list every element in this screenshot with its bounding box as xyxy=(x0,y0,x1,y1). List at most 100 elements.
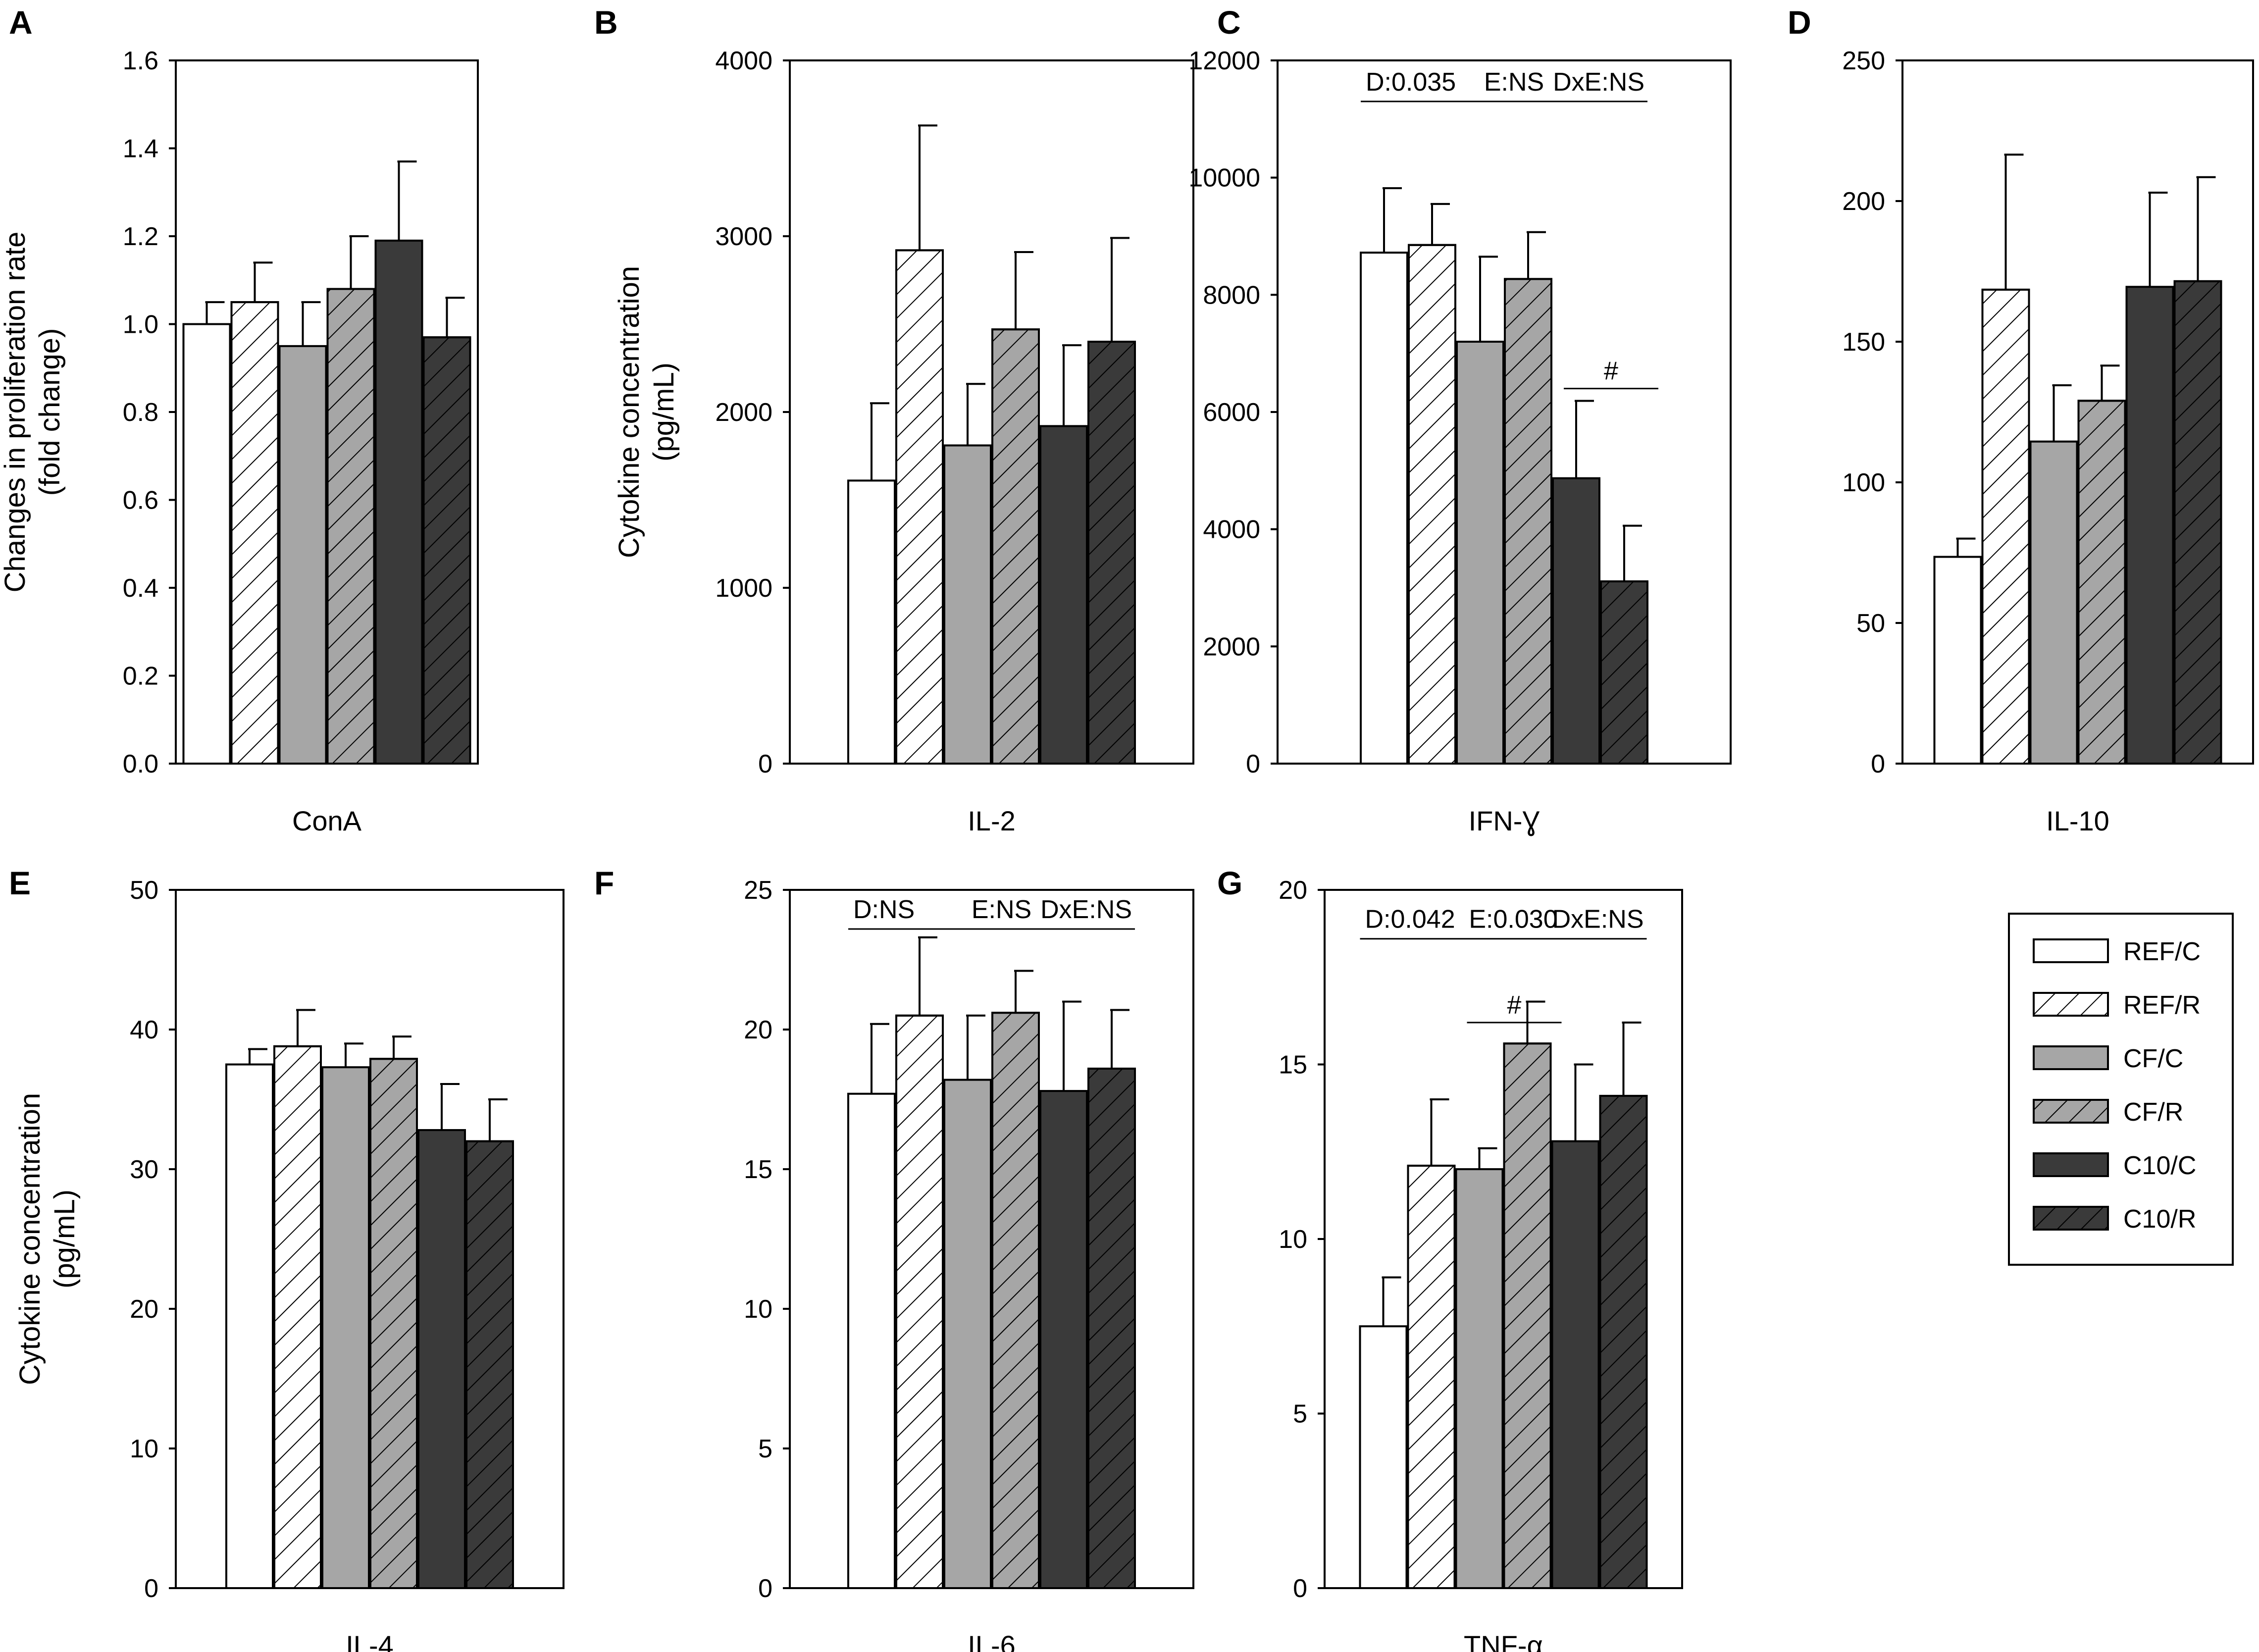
bar-hatch xyxy=(991,328,1040,765)
y-tick-label: 15 xyxy=(744,1155,772,1184)
bar-hatch xyxy=(1503,1042,1552,1589)
y-tick-label: 1.6 xyxy=(123,47,158,75)
bar-cf-c xyxy=(2029,440,2078,765)
plot-frame xyxy=(1324,889,1683,1589)
significance-mark: # xyxy=(1604,357,1618,386)
bar-cf-c xyxy=(278,345,327,765)
legend-swatch xyxy=(2033,1152,2109,1177)
bar-hatch xyxy=(1087,341,1136,765)
bar-hatch xyxy=(273,1045,322,1590)
y-tick-label: 0.0 xyxy=(123,750,158,778)
bar-ref-c xyxy=(182,323,231,765)
panel-b: B 0 1000 2000 3000 4000 Cytokine concentration… xyxy=(594,4,1194,836)
legend-swatch-hatch xyxy=(2033,992,2109,1017)
stats-text: D:NS xyxy=(853,895,915,924)
panel-e: E 0 10 20 30 40 50 Cytokine concentration(pg/mL… xyxy=(9,865,565,1652)
y-tick-label: 10000 xyxy=(1188,164,1260,193)
bar-c10-c xyxy=(1551,1140,1600,1590)
plot-frame xyxy=(789,59,1194,765)
y-tick-label: 1.4 xyxy=(123,135,158,163)
y-tick-label: 200 xyxy=(1842,187,1885,216)
bar-hatch xyxy=(1407,1164,1456,1589)
plot-frame xyxy=(1277,59,1732,765)
y-axis-label: Changes in proliferation rate(fold chang… xyxy=(0,232,66,593)
y-tick-label: 100 xyxy=(1842,468,1885,497)
stats-text: D:0.042 xyxy=(1365,905,1455,934)
y-tick-label: 6000 xyxy=(1203,398,1260,427)
y-tick-label: 10 xyxy=(744,1295,772,1324)
stats-text: DxE:NS xyxy=(1553,68,1644,97)
y-tick-label: 1.2 xyxy=(123,222,158,251)
y-tick-label: 50 xyxy=(130,876,158,905)
stats-text: DxE:NS xyxy=(1040,895,1132,924)
y-tick-label: 40 xyxy=(130,1016,158,1044)
y-tick-label: 1000 xyxy=(715,574,772,603)
legend-label: CF/C xyxy=(2123,1044,2183,1073)
panel-label: E xyxy=(9,865,31,901)
bar-hatch xyxy=(2077,400,2126,765)
panel-label: C xyxy=(1217,4,1241,41)
y-tick-label: 12000 xyxy=(1188,47,1260,75)
y-axis-label: Cytokine concentration(pg/mL) xyxy=(613,266,680,558)
legend-label: REF/R xyxy=(2123,991,2201,1020)
panel-label: A xyxy=(9,4,33,41)
bar-cf-c xyxy=(1455,1168,1504,1589)
y-tick-label: 10 xyxy=(130,1435,158,1463)
bar-hatch xyxy=(465,1140,514,1590)
y-tick-label: 15 xyxy=(1279,1051,1307,1080)
stats-text: E:NS xyxy=(972,895,1031,924)
plot-frame xyxy=(175,59,479,765)
panel-label: F xyxy=(594,865,614,901)
plot-frame xyxy=(789,889,1194,1589)
y-tick-label: 0.4 xyxy=(123,574,158,603)
panel-a: A 0.0 0.2 0.4 0.6 0.8 1.0 1.2 1.4 1.6 Changes in p… xyxy=(0,4,479,836)
y-tick-label: 30 xyxy=(130,1155,158,1184)
bar-hatch xyxy=(2173,280,2222,765)
y-tick-label: 5 xyxy=(1293,1400,1307,1429)
y-tick-label: 150 xyxy=(1842,328,1885,357)
y-tick-label: 0 xyxy=(144,1574,158,1603)
bar-c10-c xyxy=(374,239,423,765)
x-category-label: TNF-α xyxy=(1464,1630,1543,1652)
y-tick-label: 2000 xyxy=(1203,632,1260,661)
y-tick-label: 2000 xyxy=(715,398,772,427)
bar-ref-c xyxy=(847,479,896,765)
legend-label: C10/R xyxy=(2123,1205,2196,1234)
y-tick-label: 1.0 xyxy=(123,310,158,339)
x-category-label: IL-10 xyxy=(2046,805,2109,836)
panel-label: B xyxy=(594,4,618,41)
y-tick-label: 20 xyxy=(744,1016,772,1044)
bar-ref-c xyxy=(225,1063,274,1589)
y-tick-label: 0.8 xyxy=(123,398,158,427)
y-tick-label: 10 xyxy=(1279,1225,1307,1254)
bar-hatch xyxy=(230,301,279,765)
x-category-label: IL-4 xyxy=(346,1630,394,1652)
panel-label: G xyxy=(1217,865,1242,901)
panel-f: F 0 5 10 15 20 25 D:NS E:NS DxE:NS IL-6 xyxy=(594,865,1194,1652)
y-tick-label: 25 xyxy=(744,876,772,905)
x-category-label: IL-6 xyxy=(968,1630,1016,1652)
bar-hatch xyxy=(895,249,944,765)
bar-hatch xyxy=(1408,244,1456,765)
y-tick-label: 3000 xyxy=(715,222,772,251)
legend-item-cf-c: CF/C xyxy=(2033,1044,2183,1073)
significance-mark: # xyxy=(1507,991,1522,1020)
y-tick-label: 20 xyxy=(1279,876,1307,905)
stats-text: E:NS xyxy=(1484,68,1544,97)
legend-label: CF/R xyxy=(2123,1098,2183,1127)
bar-c10-c xyxy=(1039,425,1088,765)
y-tick-label: 0 xyxy=(1871,750,1885,778)
bar-c10-c xyxy=(417,1129,466,1590)
bar-cf-c xyxy=(943,1079,992,1589)
bar-hatch xyxy=(1504,278,1552,765)
y-tick-label: 0 xyxy=(758,1574,772,1603)
y-tick-label: 0 xyxy=(758,750,772,778)
legend-swatch xyxy=(2033,1045,2109,1070)
y-tick-label: 0.6 xyxy=(123,486,158,515)
legend-item-ref-c: REF/C xyxy=(2033,937,2201,966)
bar-hatch xyxy=(1087,1067,1136,1589)
bar-hatch xyxy=(991,1012,1040,1589)
bar-hatch xyxy=(1981,288,2030,765)
x-category-label: IL-2 xyxy=(968,805,1016,836)
